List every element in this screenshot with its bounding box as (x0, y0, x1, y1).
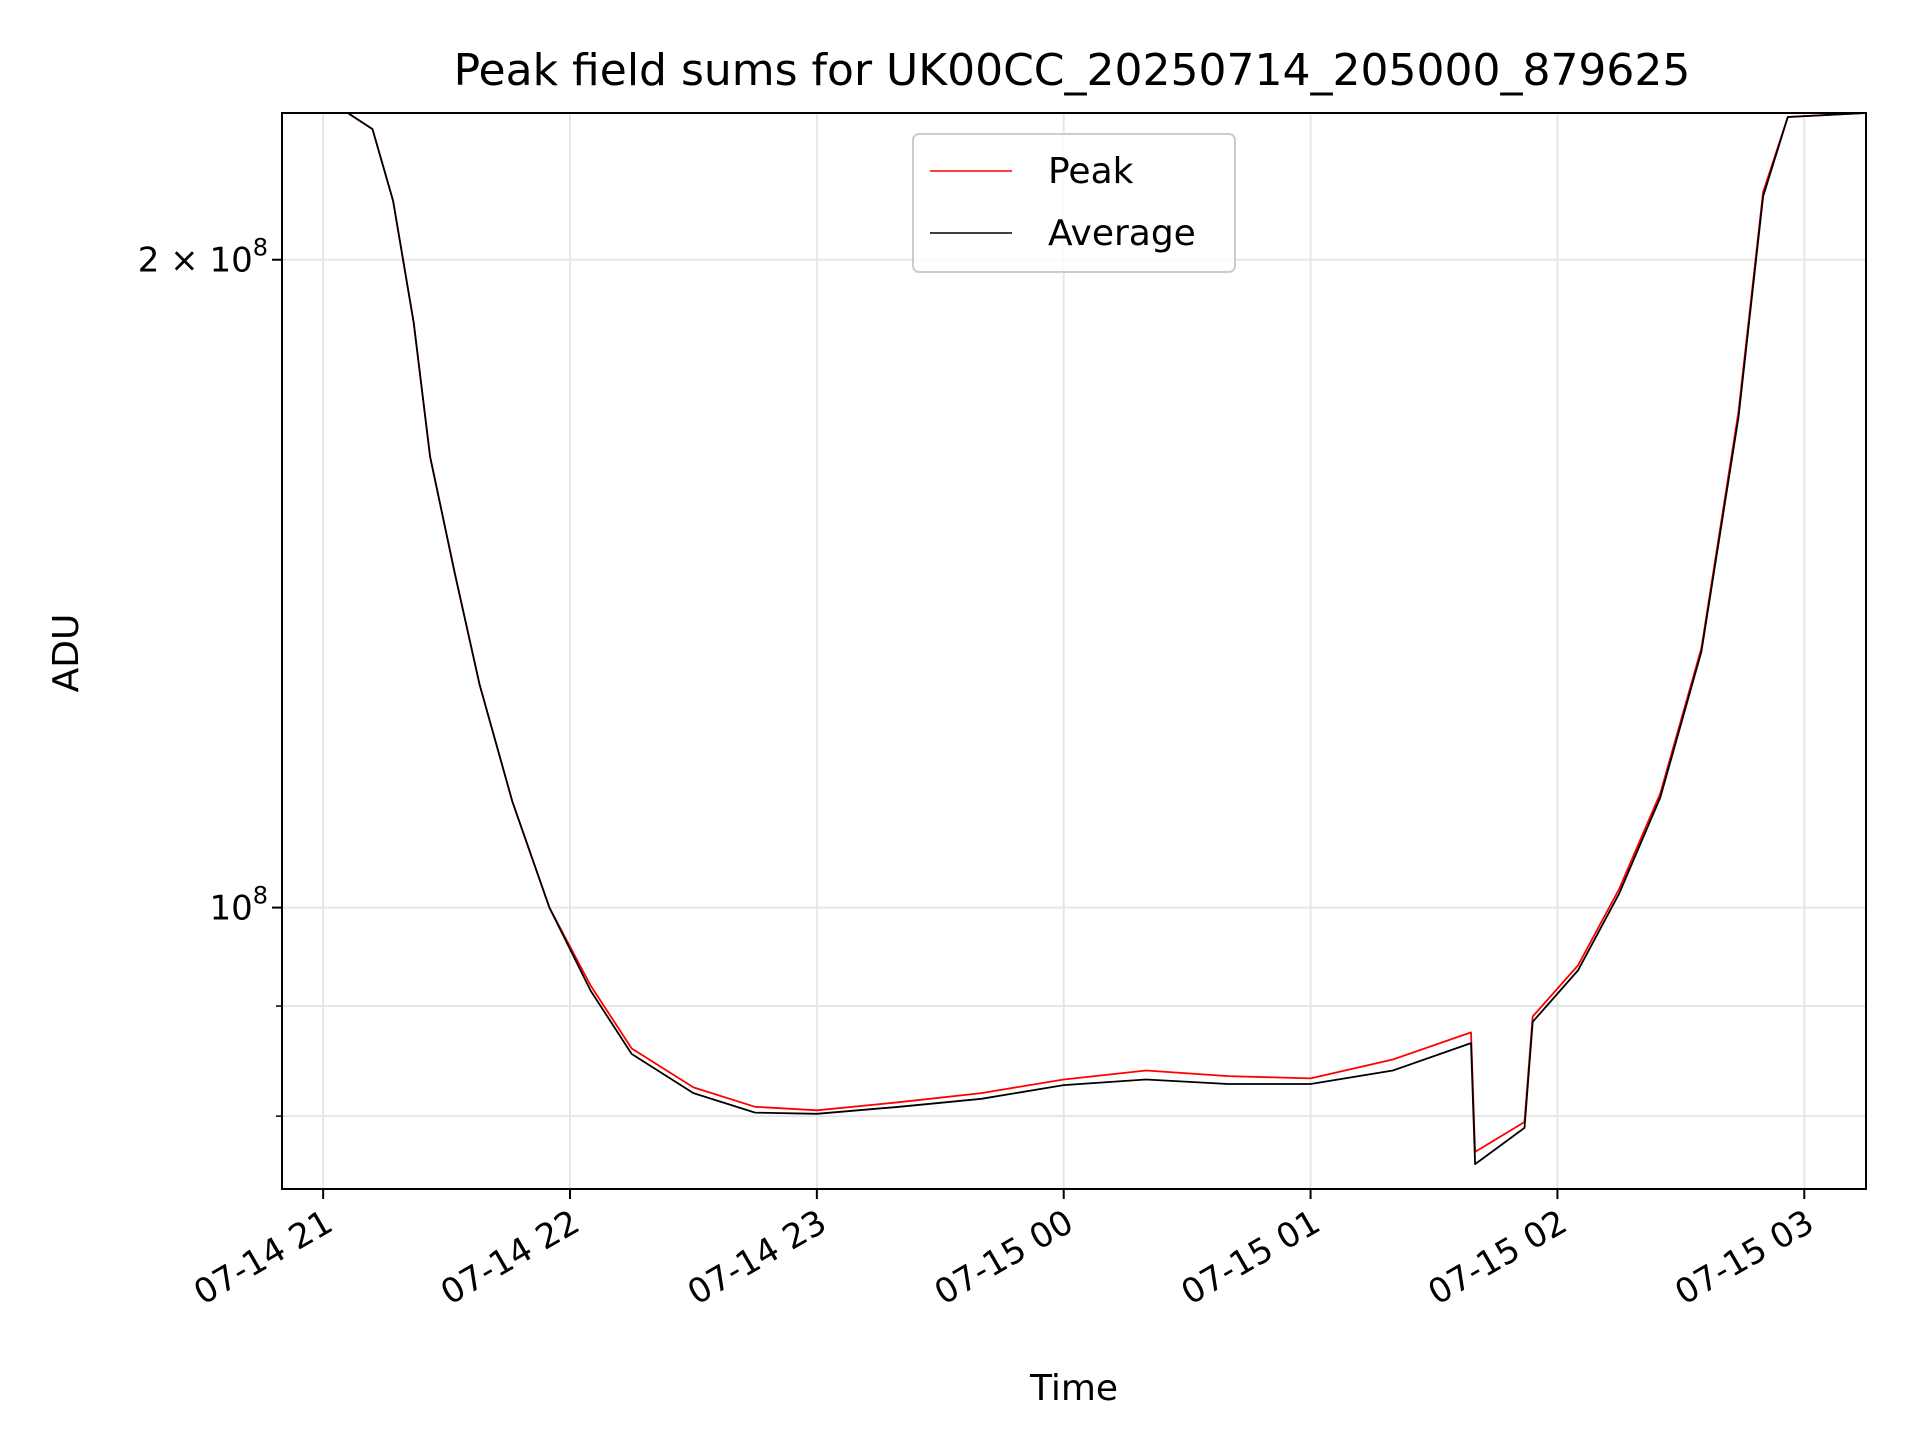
y-tick-exponent: 8 (253, 882, 268, 910)
x-axis-label: Time (1029, 1368, 1118, 1409)
chart-title: Peak field sums for UK00CC_20250714_2050… (454, 45, 1691, 96)
y-tick-base: 2 × 10 (138, 241, 253, 281)
series-line-average (282, 113, 1866, 1165)
legend-box (912, 133, 1236, 273)
legend-label-average: Average (1048, 213, 1196, 254)
y-tick-base: 10 (209, 889, 252, 929)
y-tick-label: 2 × 108 (138, 234, 268, 281)
y-tick-label: 108 (209, 882, 268, 929)
series-layer (282, 113, 1866, 1165)
legend-label-peak: Peak (1048, 151, 1134, 192)
y-axis-label: ADU (46, 614, 87, 693)
plot-frame (281, 112, 1867, 1190)
y-tick-exponent: 8 (253, 234, 268, 262)
legend: Peak Average (912, 133, 1236, 273)
